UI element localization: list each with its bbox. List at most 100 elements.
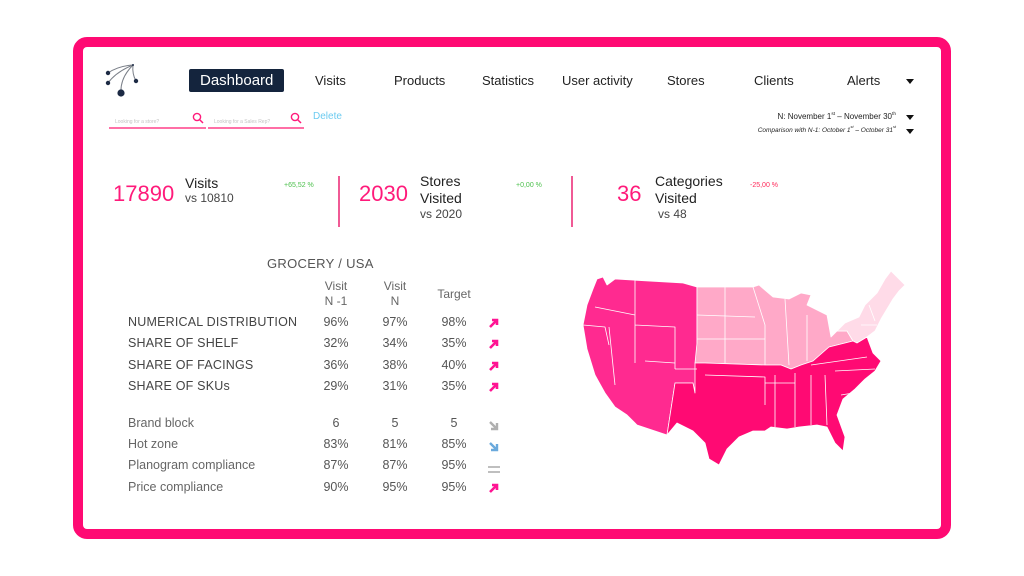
nav-statistics[interactable]: Statistics xyxy=(482,73,535,88)
cell-visit-n: 87% xyxy=(382,458,408,472)
store-search-input[interactable] xyxy=(109,115,206,125)
nav-dashboard[interactable]: Dashboard xyxy=(189,69,285,92)
table-title: GROCERY / USA xyxy=(267,256,374,271)
kpi-visits-value: 17890 xyxy=(113,181,175,206)
trend-up-icon xyxy=(489,382,499,392)
cell-target: 40% xyxy=(441,358,467,372)
nav-alerts[interactable]: Alerts xyxy=(847,73,881,88)
cell-visit-n: 38% xyxy=(382,358,408,372)
kpi-divider xyxy=(338,176,340,227)
cell-target: 95% xyxy=(441,458,467,472)
kpi-visits-change: +65,52 % xyxy=(284,182,314,189)
salesrep-search-input[interactable] xyxy=(208,115,304,125)
nav-visits[interactable]: Visits xyxy=(315,73,346,88)
column-header-line: Visit xyxy=(324,279,348,293)
cell-target: 35% xyxy=(441,336,467,350)
row-label: SHARE OF SHELF xyxy=(128,336,239,350)
comparison-period-end: – October 31 xyxy=(853,127,893,134)
usa-map[interactable] xyxy=(575,265,910,465)
kpi-stores-vs: vs 2020 xyxy=(420,207,463,221)
trend-up-icon xyxy=(489,483,499,493)
current-period-select[interactable]: N: November 1st – November 30th xyxy=(778,112,896,121)
row-label: Planogram compliance xyxy=(128,458,256,472)
ordinal-suffix: st xyxy=(892,124,896,129)
table-row: Planogram compliance 87% 87% 95% xyxy=(128,458,508,476)
current-period-end: – November 30 xyxy=(835,112,892,121)
column-header-target: Target xyxy=(437,287,471,301)
nav-clients[interactable]: Clients xyxy=(754,73,794,88)
trend-down-icon xyxy=(489,442,499,452)
cell-visit-n-1: 83% xyxy=(323,437,349,451)
comparison-period-caret-down-icon[interactable] xyxy=(906,129,914,134)
cell-target: 85% xyxy=(441,437,467,451)
ordinal-suffix: st xyxy=(850,124,854,129)
comparison-period-select[interactable]: Comparison with N-1: October 1st – Octob… xyxy=(757,124,896,134)
row-label: NUMERICAL DISTRIBUTION xyxy=(128,315,298,329)
nav-menu-caret-down-icon[interactable] xyxy=(906,79,914,84)
kpi-categories-change: -25,00 % xyxy=(750,182,779,189)
cell-target: 95% xyxy=(441,480,467,494)
logo-network-icon xyxy=(105,64,139,97)
ordinal-suffix: st xyxy=(831,112,836,117)
kpi-categories-vs: vs 48 xyxy=(658,207,687,221)
column-header-line: N xyxy=(390,294,400,308)
cell-visit-n: 34% xyxy=(382,336,408,350)
kpi-categories-label-line2: Visited xyxy=(655,190,697,206)
search-icon[interactable] xyxy=(192,112,204,124)
table-row: SHARE OF FACINGS 36% 38% 40% xyxy=(128,358,508,376)
row-label: Price compliance xyxy=(128,480,224,494)
cell-visit-n-1: 36% xyxy=(323,358,349,372)
kpi-visits-label: Visits xyxy=(185,175,219,191)
cell-visit-n-1: 6 xyxy=(332,416,340,430)
row-label: Hot zone xyxy=(128,437,179,451)
ordinal-suffix: th xyxy=(891,112,896,117)
column-header-visit-n-1: Visit N -1 xyxy=(306,279,366,309)
trend-up-icon xyxy=(489,318,499,328)
kpi-stores-label-line1: Stores xyxy=(420,173,461,189)
search-icon[interactable] xyxy=(290,112,302,124)
row-label: SHARE OF SKUs xyxy=(128,379,230,393)
cell-visit-n-1: 87% xyxy=(323,458,349,472)
salesrep-search xyxy=(208,110,304,129)
cell-visit-n: 97% xyxy=(382,315,408,329)
cell-visit-n: 31% xyxy=(382,379,408,393)
trend-down-icon xyxy=(489,421,499,431)
comparison-period-start: Comparison with N-1: October 1 xyxy=(757,127,851,134)
kpi-stores-label-line2: Visited xyxy=(420,190,462,206)
column-header-line: N -1 xyxy=(324,294,348,308)
trend-up-icon xyxy=(489,361,499,371)
cell-target: 5 xyxy=(450,416,458,430)
kpi-categories-value: 36 xyxy=(617,181,642,206)
row-label: Brand block xyxy=(128,416,195,430)
current-period-caret-down-icon[interactable] xyxy=(906,115,914,120)
cell-visit-n: 81% xyxy=(382,437,408,451)
table-row: NUMERICAL DISTRIBUTION 96% 97% 98% xyxy=(128,315,508,333)
table-row: Hot zone 83% 81% 85% xyxy=(128,437,508,455)
kpi-categories-label-line1: Categories xyxy=(655,173,723,189)
delete-button[interactable]: Delete xyxy=(313,111,342,122)
cell-target: 35% xyxy=(441,379,467,393)
nav-products[interactable]: Products xyxy=(394,73,446,88)
store-search xyxy=(109,110,206,129)
cell-visit-n-1: 90% xyxy=(323,480,349,494)
map-region-south[interactable] xyxy=(666,336,882,465)
column-header-line: Visit xyxy=(383,279,407,293)
table-row: Brand block 6 5 5 xyxy=(128,416,508,434)
kpi-stores-change: +0,00 % xyxy=(516,182,542,189)
trend-up-icon xyxy=(489,339,499,349)
cell-visit-n-1: 96% xyxy=(323,315,349,329)
row-label: SHARE OF FACINGS xyxy=(128,358,254,372)
cell-visit-n-1: 32% xyxy=(323,336,349,350)
table-row: Price compliance 90% 95% 95% xyxy=(128,480,508,498)
kpi-visits-vs: vs 10810 xyxy=(185,191,234,205)
column-header-visit-n: Visit N xyxy=(365,279,425,309)
kpi-stores-value: 2030 xyxy=(359,181,408,206)
kpi-divider xyxy=(571,176,573,227)
current-period-start: N: November 1 xyxy=(777,112,832,121)
trend-equal-icon xyxy=(488,466,500,473)
cell-visit-n: 95% xyxy=(382,480,408,494)
cell-target: 98% xyxy=(441,315,467,329)
nav-user-activity[interactable]: User activity xyxy=(562,73,633,88)
nav-stores[interactable]: Stores xyxy=(667,73,705,88)
table-row: SHARE OF SHELF 32% 34% 35% xyxy=(128,336,508,354)
